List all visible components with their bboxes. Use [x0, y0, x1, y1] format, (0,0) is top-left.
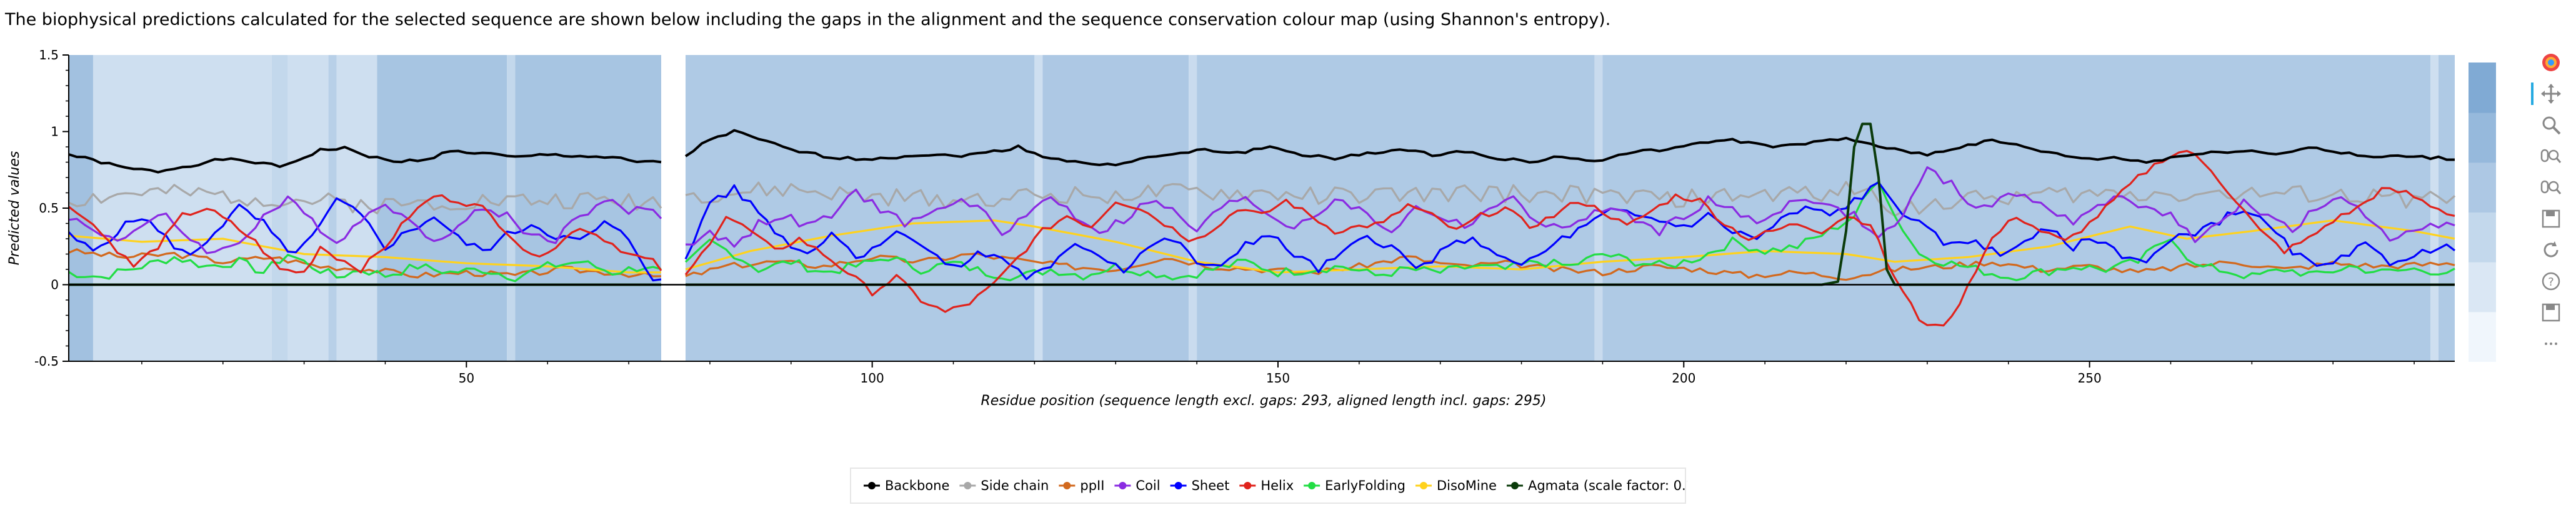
x-tick-label: 100: [861, 371, 884, 386]
legend-label: EarlyFolding: [1325, 478, 1405, 493]
y-tick-label: 1: [51, 124, 59, 139]
caption: The biophysical predictions calculated f…: [5, 10, 1611, 29]
legend-swatch-marker: [868, 482, 876, 489]
help-icon[interactable]: ?: [2537, 268, 2565, 295]
conservation-band-12: [1189, 55, 1197, 361]
pan-icon[interactable]: [2531, 80, 2565, 108]
series-lines: [67, 122, 2456, 327]
axes: -0.5 0 0.5 1 1.5 50 100 150 200 250: [34, 48, 2455, 386]
chart[interactable]: -0.5 0 0.5 1 1.5 50 100 150 200 250 00.20.40.60.8…: [0, 0, 2500, 462]
colorbar: 00.20.40.60.81: [2469, 62, 2496, 362]
legend-label: Sheet: [1192, 478, 1230, 493]
legend-swatch-marker: [1308, 482, 1316, 489]
series-line-backbone: [68, 129, 2455, 174]
save-alt-icon[interactable]: [2537, 299, 2565, 326]
more-icon[interactable]: [2537, 330, 2565, 358]
legend-label: ppII: [1080, 478, 1104, 493]
y-axis-label: Predicted values: [7, 151, 22, 266]
series-line-early_folding: [68, 180, 2455, 282]
colorbar-segment: [2469, 162, 2496, 212]
conservation-band-1: [92, 55, 272, 361]
legend-swatch-marker: [1510, 482, 1519, 489]
x-axis-label: Residue position (sequence length excl. …: [981, 393, 1546, 409]
colorbar-segment: [2469, 112, 2496, 163]
legend-label: Backbone: [885, 478, 949, 493]
x-tick-label: 250: [2078, 371, 2102, 386]
conservation-band-9: [685, 55, 1035, 361]
conservation-band-7: [507, 55, 516, 361]
conservation-band-0: [69, 55, 93, 361]
conservation-band-13: [1197, 55, 1595, 361]
legend-swatch-marker: [1119, 482, 1127, 489]
legend-label: DisoMine: [1437, 478, 1497, 493]
conservation-band-6: [377, 55, 507, 361]
colorbar-segment: [2469, 212, 2496, 262]
legend-swatch-marker: [1244, 482, 1252, 489]
legend-swatch-marker: [1063, 482, 1071, 489]
gap-column-1: [673, 55, 682, 361]
legend-label: Helix: [1261, 478, 1294, 493]
legend-swatch-marker: [964, 482, 972, 489]
legend-swatch-marker: [1174, 482, 1182, 489]
y-tick-label: 1.5: [39, 48, 59, 62]
y-tick-label: -0.5: [34, 354, 59, 369]
conservation-band-5: [336, 55, 377, 361]
series-line-coil: [68, 166, 2455, 254]
alignment-gaps: [665, 55, 682, 361]
wheel-zoom-y-icon[interactable]: [2537, 174, 2565, 201]
legend-label: Coil: [1136, 478, 1160, 493]
conservation-band-17: [2439, 55, 2455, 361]
legend: Backbone Side chain ppII Coil Sheet Helix Earl…: [850, 468, 1687, 504]
colorbar-segment: [2469, 311, 2496, 362]
legend-label: Agmata (scale factor: 0.13): [1528, 478, 1687, 493]
legend-item-agmata[interactable]: Agmata (scale factor: 0.13): [1506, 478, 1687, 493]
colorbar-segment: [2469, 62, 2496, 113]
gap-column-0: [665, 55, 674, 361]
bokeh-logo-icon[interactable]: [2537, 49, 2565, 76]
wheel-zoom-icon[interactable]: [2537, 142, 2565, 170]
series-line-helix: [68, 149, 2455, 327]
y-tick-label: 0: [51, 278, 59, 292]
conservation-bands: [69, 55, 2455, 361]
x-tick-label: 50: [459, 371, 474, 386]
y-tick-label: 0.5: [39, 201, 59, 216]
legend-swatch-marker: [1419, 482, 1427, 489]
conservation-band-10: [1034, 55, 1043, 361]
series-line-side_chain: [68, 181, 2456, 217]
box-zoom-icon[interactable]: [2537, 111, 2565, 139]
legend-label: Side chain: [981, 478, 1049, 493]
colorbar-segment: [2469, 261, 2496, 312]
conservation-band-3: [287, 55, 329, 361]
svg-text:?: ?: [2548, 276, 2554, 289]
x-tick-label: 200: [1672, 371, 1695, 386]
conservation-band-15: [1602, 55, 2431, 361]
save-icon[interactable]: [2537, 205, 2565, 232]
x-tick-label: 150: [1266, 371, 1290, 386]
reset-icon[interactable]: [2537, 236, 2565, 264]
